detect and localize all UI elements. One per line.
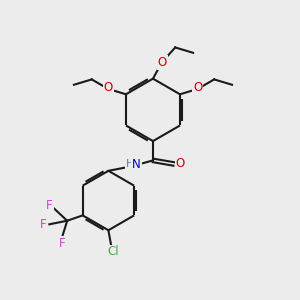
Text: F: F	[58, 237, 65, 250]
Text: F: F	[46, 199, 53, 212]
Text: F: F	[40, 218, 47, 231]
Text: O: O	[158, 56, 167, 69]
Text: O: O	[193, 81, 203, 94]
Text: Cl: Cl	[107, 245, 119, 258]
Text: O: O	[176, 158, 185, 170]
Text: N: N	[132, 158, 141, 171]
Text: H: H	[126, 159, 134, 169]
Text: O: O	[103, 81, 113, 94]
